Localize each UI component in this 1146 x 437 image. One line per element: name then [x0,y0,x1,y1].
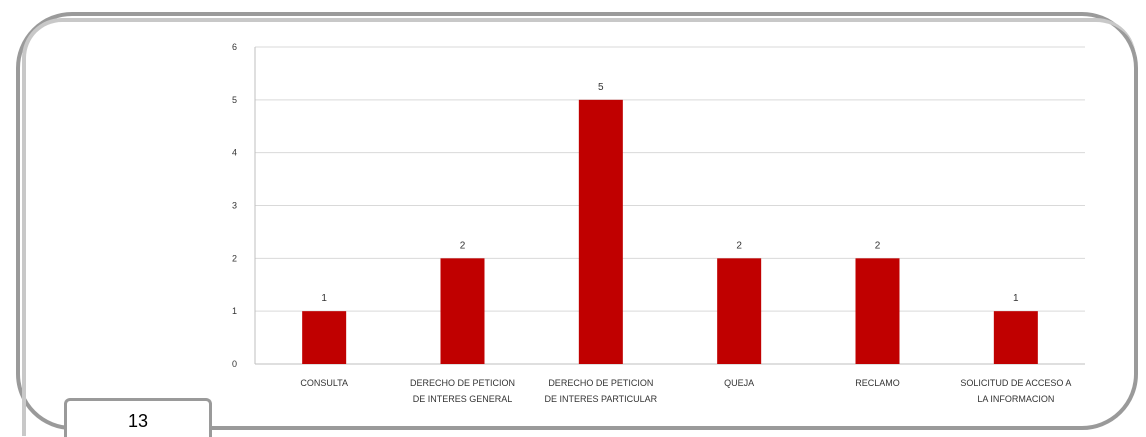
data-label: 2 [736,240,742,251]
category-label: SOLICITUD DE ACCESO A LA INFORMACION [960,378,1071,404]
y-tick-label: 5 [232,95,237,105]
slide-frame [16,12,1138,430]
category-label: CONSULTA [300,378,348,388]
y-tick-label: 4 [232,148,237,158]
category-label-line: RECLAMO [855,378,900,388]
y-tick-label: 1 [232,306,237,316]
category-label: DERECHO DE PETICION DE INTERES GENERAL [410,378,515,404]
y-tick-label: 0 [232,359,237,369]
page-number-tab: 13 [64,398,212,437]
category-label: DERECHO DE PETICION DE INTERES PARTICULAR [544,378,657,404]
data-label: 2 [460,240,466,251]
data-label: 1 [1013,293,1019,304]
data-label: 5 [598,82,604,93]
category-label-line: DERECHO DE PETICION [410,378,515,388]
page-number: 13 [127,411,149,431]
bar [855,258,900,364]
y-tick-label: 3 [232,201,237,211]
bar [717,258,762,364]
category-label-line: QUEJA [724,378,754,388]
category-label-line: SOLICITUD DE ACCESO A [960,378,1071,388]
category-label-line: DE INTERES PARTICULAR [544,394,657,404]
data-label: 1 [321,293,327,304]
bar [578,99,623,364]
category-label-line: CONSULTA [300,378,348,388]
bar [993,311,1038,364]
category-label-line: LA INFORMACION [977,394,1054,404]
category-label-line: DERECHO DE PETICION [548,378,653,388]
category-label-line: DE INTERES GENERAL [413,394,513,404]
y-tick-label: 6 [232,42,237,52]
category-label: QUEJA [724,378,754,388]
y-tick-label: 2 [232,253,237,263]
bar [440,258,485,364]
bar [302,311,347,364]
category-label: RECLAMO [855,378,900,388]
data-label: 2 [875,240,881,251]
